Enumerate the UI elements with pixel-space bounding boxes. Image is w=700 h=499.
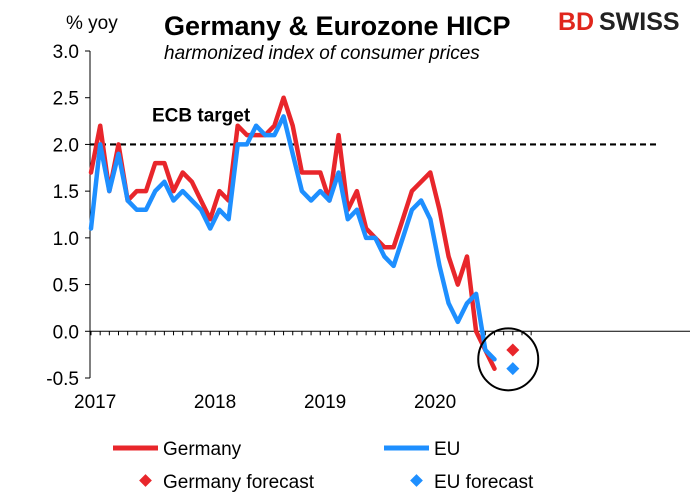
ecb-target-label: ECB target [152, 105, 251, 126]
y-tick-label: 0.5 [53, 276, 79, 297]
marker-eu-forecast [506, 362, 520, 376]
y-tick-label: 2.0 [53, 135, 79, 156]
logo-bd-text: BD [558, 8, 594, 36]
y-tick-label: 1.5 [53, 182, 79, 203]
y-tick-label: 2.5 [53, 89, 79, 110]
legend-germany-forecast-swatch [139, 474, 152, 487]
reference-line-group: ECB target [90, 105, 660, 146]
legend-germany-label: Germany [163, 439, 242, 460]
chart-title: Germany & Eurozone HICP [164, 11, 511, 41]
x-tick-label: 2017 [74, 392, 116, 413]
marker-germany-forecast [506, 343, 520, 357]
legend-eu-label: EU [434, 439, 460, 460]
y-tick-label: 1.0 [53, 229, 79, 250]
y-tick-label: 3.0 [53, 42, 79, 63]
legend: Germany EU Germany forecast EU forecast [113, 439, 534, 493]
legend-eu-forecast-swatch [410, 474, 423, 487]
legend-eu-forecast-label: EU forecast [434, 472, 534, 493]
series-line-germany [88, 95, 497, 371]
y-tick-label: -0.5 [46, 369, 79, 390]
x-tick-label: 2020 [414, 392, 456, 413]
x-tick-label: 2018 [194, 392, 236, 413]
brand-logo: BD SWISS [558, 8, 680, 36]
logo-swiss-text: SWISS [599, 8, 680, 36]
forecast-markers [506, 343, 520, 376]
series-lines [88, 95, 497, 371]
y-axis-unit: % yoy [66, 13, 118, 34]
legend-germany-forecast-label: Germany forecast [163, 472, 315, 493]
x-tick-label: 2019 [304, 392, 346, 413]
y-tick-label: 0.0 [53, 322, 79, 343]
series-line-eu [88, 114, 497, 362]
chart-subtitle: harmonized index of consumer prices [164, 43, 480, 64]
forecast-circle-annotation [477, 327, 540, 392]
